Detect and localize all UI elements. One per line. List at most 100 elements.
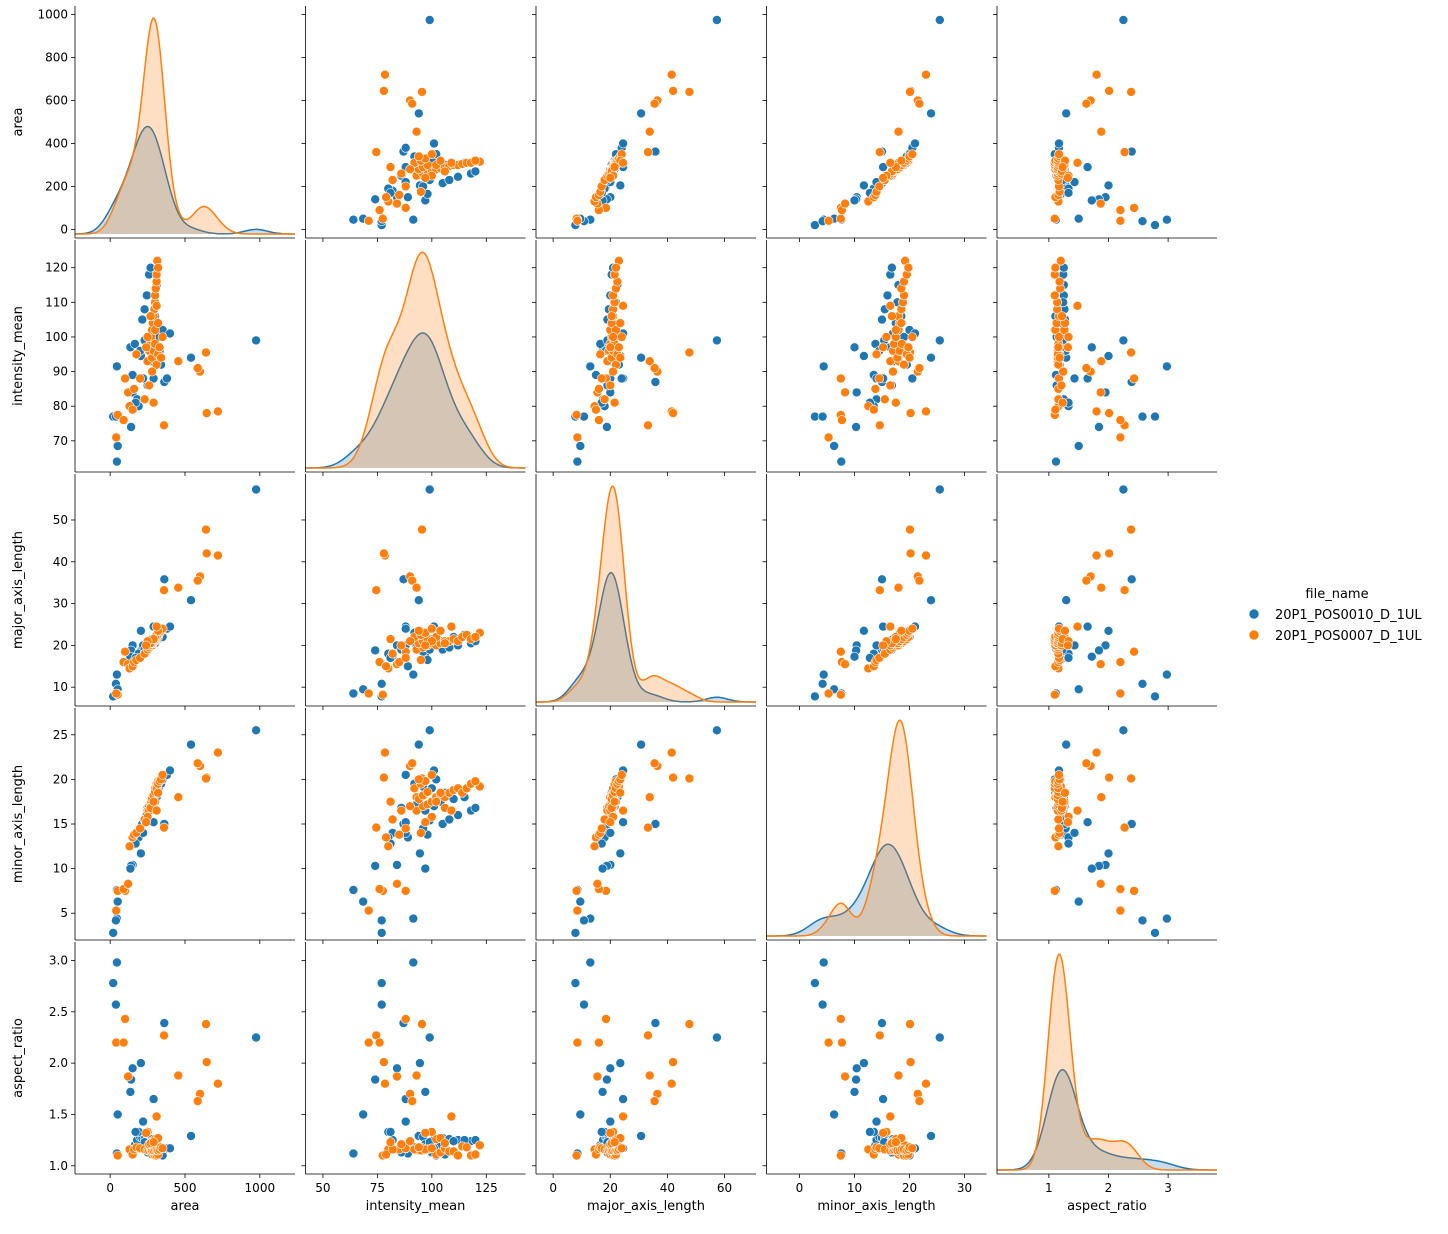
scatter-point-series-1 bbox=[129, 384, 139, 394]
scatter-point-series-1 bbox=[1053, 841, 1064, 852]
scatter-point-series-1 bbox=[1129, 646, 1139, 657]
scatter-point-series-1 bbox=[572, 1037, 583, 1048]
scatter-point-series-0 bbox=[1087, 651, 1097, 662]
scatter-point-series-0 bbox=[851, 1063, 862, 1074]
scatter-point-series-1 bbox=[363, 1037, 374, 1048]
scatter-point-series-0 bbox=[415, 1058, 425, 1068]
scatter-point-series-1 bbox=[1095, 198, 1106, 209]
scatter-point-series-1 bbox=[385, 1137, 396, 1147]
x-tick-label: 50 bbox=[315, 1181, 330, 1195]
scatter-point-series-0 bbox=[934, 484, 945, 495]
scatter-point-series-1 bbox=[124, 841, 135, 852]
x-tick-label: 500 bbox=[174, 1181, 197, 1195]
scatter-point-series-1 bbox=[615, 787, 626, 798]
scatter-point-series-0 bbox=[348, 214, 359, 225]
scatter-point-series-0 bbox=[444, 814, 455, 825]
scatter-point-series-1 bbox=[594, 1037, 604, 1048]
scatter-point-series-1 bbox=[611, 262, 621, 273]
kde-line-series-0 bbox=[305, 332, 526, 469]
scatter-point-series-0 bbox=[818, 957, 829, 968]
scatter-point-series-1 bbox=[379, 86, 389, 96]
scatter-point-series-1 bbox=[1060, 787, 1070, 798]
scatter-point-series-1 bbox=[1054, 332, 1064, 342]
scatter-point-series-0 bbox=[851, 422, 861, 432]
scatter-point-series-0 bbox=[186, 595, 196, 606]
kde-fill-series-0 bbox=[536, 572, 756, 702]
scatter-point-series-0 bbox=[126, 422, 136, 432]
scatter-point-series-0 bbox=[636, 352, 646, 363]
scatter-point-series-1 bbox=[1096, 582, 1107, 593]
scatter-point-series-1 bbox=[446, 805, 457, 816]
panel-minor_axis_length-vs-aspect_ratio bbox=[993, 708, 1217, 944]
scatter-point-series-1 bbox=[644, 792, 655, 803]
scatter-point-series-0 bbox=[1073, 896, 1084, 907]
scatter-point-series-1 bbox=[1050, 213, 1060, 224]
scatter-point-series-1 bbox=[440, 166, 450, 177]
scatter-point-series-0 bbox=[712, 15, 722, 25]
scatter-point-series-0 bbox=[1162, 669, 1172, 680]
scatter-point-series-1 bbox=[616, 1143, 627, 1154]
scatter-point-series-1 bbox=[420, 640, 431, 651]
scatter-point-series-0 bbox=[1061, 108, 1071, 119]
scatter-point-series-1 bbox=[614, 342, 624, 353]
scatter-point-series-1 bbox=[147, 366, 157, 377]
scatter-point-series-0 bbox=[712, 335, 722, 346]
scatter-point-series-0 bbox=[1051, 456, 1061, 467]
scatter-point-series-0 bbox=[112, 896, 123, 907]
scatter-point-series-1 bbox=[605, 173, 616, 183]
legend-title: file_name bbox=[1305, 587, 1368, 602]
scatter-point-series-1 bbox=[605, 380, 616, 391]
y-tick-label: 800 bbox=[45, 51, 68, 65]
scatter-point-series-1 bbox=[1115, 884, 1126, 894]
x-tick-label: 3 bbox=[1164, 1181, 1172, 1195]
scatter-point-series-1 bbox=[400, 203, 411, 213]
scatter-point-series-1 bbox=[396, 168, 407, 179]
scatter-point-series-1 bbox=[1063, 332, 1074, 342]
y-tick-label: 400 bbox=[45, 136, 68, 150]
scatter-point-series-0 bbox=[585, 957, 596, 968]
scatter-point-series-1 bbox=[400, 886, 411, 896]
scatter-point-series-0 bbox=[112, 441, 123, 451]
scatter-point-series-1 bbox=[173, 582, 184, 593]
scatter-point-series-1 bbox=[903, 342, 914, 353]
scatter-point-series-1 bbox=[649, 98, 660, 109]
scatter-point-series-1 bbox=[885, 158, 896, 168]
scatter-point-series-1 bbox=[377, 689, 388, 700]
panel-major_axis_length-vs-area: 10 20 30 40 50 major_axis_length bbox=[11, 474, 295, 710]
x-tick-label: 0 bbox=[106, 1181, 114, 1195]
scatter-point-series-1 bbox=[112, 1150, 123, 1161]
panel-major_axis_length-vs-intensity_mean bbox=[301, 474, 526, 710]
scatter-point-series-0 bbox=[376, 915, 387, 926]
scatter-point-series-1 bbox=[159, 420, 169, 431]
scatter-point-series-1 bbox=[666, 747, 677, 758]
x-axis-label: minor_axis_length bbox=[817, 1199, 935, 1214]
scatter-point-series-1 bbox=[407, 575, 418, 586]
scatter-point-series-1 bbox=[907, 332, 918, 342]
y-tick-label: 90 bbox=[53, 365, 68, 379]
legend: file_name 20P1_POS0010_D_1UL 20P1_POS000… bbox=[1248, 587, 1422, 644]
scatter-point-series-1 bbox=[609, 796, 620, 807]
y-axis-label: area bbox=[11, 108, 26, 137]
scatter-point-series-1 bbox=[668, 408, 678, 418]
scatter-point-series-0 bbox=[403, 661, 413, 672]
scatter-point-series-0 bbox=[1137, 915, 1148, 926]
scatter-point-series-1 bbox=[615, 318, 626, 328]
scatter-point-series-0 bbox=[877, 314, 887, 325]
scatter-point-series-1 bbox=[1072, 158, 1083, 168]
scatter-point-series-1 bbox=[413, 625, 424, 636]
scatter-point-series-1 bbox=[381, 1149, 391, 1160]
scatter-point-series-1 bbox=[914, 1096, 925, 1106]
scatter-point-series-1 bbox=[618, 1111, 628, 1122]
scatter-point-series-1 bbox=[192, 758, 203, 769]
scatter-point-series-1 bbox=[874, 585, 885, 596]
scatter-point-series-0 bbox=[1063, 188, 1074, 198]
scatter-point-series-1 bbox=[380, 1078, 390, 1089]
scatter-point-series-1 bbox=[407, 758, 418, 769]
scatter-point-series-1 bbox=[440, 638, 450, 649]
y-tick-label: 40 bbox=[53, 555, 68, 569]
scatter-point-series-1 bbox=[157, 770, 168, 780]
scatter-point-series-0 bbox=[148, 1094, 159, 1104]
scatter-point-series-0 bbox=[112, 456, 122, 467]
scatter-point-series-1 bbox=[1104, 408, 1114, 418]
scatter-point-series-1 bbox=[1050, 689, 1060, 700]
